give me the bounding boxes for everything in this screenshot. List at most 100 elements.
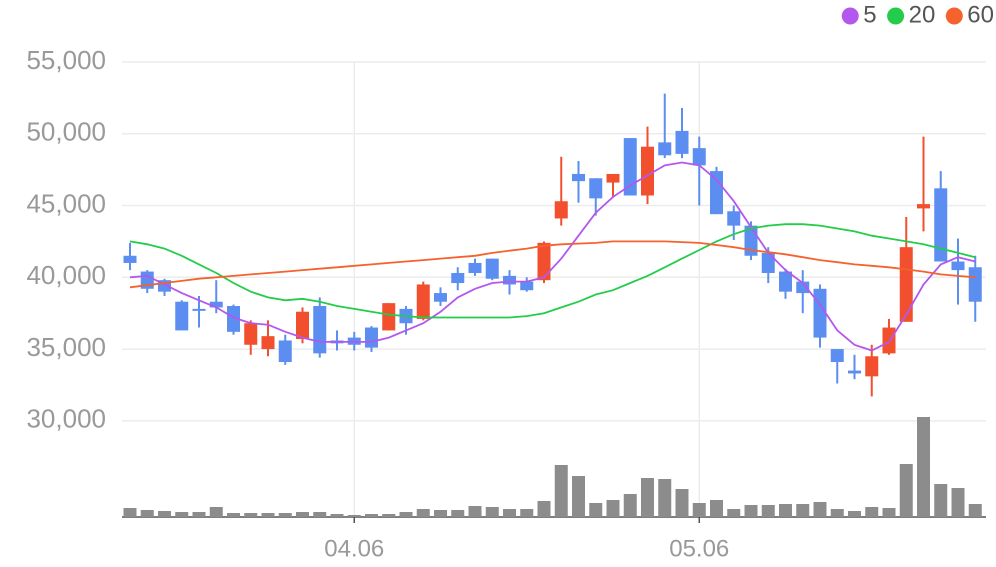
volume-bar bbox=[761, 505, 775, 517]
candle-body bbox=[796, 281, 810, 294]
candle-body bbox=[813, 288, 827, 338]
candle-body bbox=[641, 146, 654, 196]
volume-bar bbox=[865, 507, 879, 517]
volume-bar bbox=[572, 476, 585, 517]
candle-body bbox=[416, 284, 430, 319]
volume-bar bbox=[951, 488, 965, 517]
candle-body bbox=[503, 275, 516, 285]
volume-bar bbox=[744, 505, 758, 517]
volume-bar bbox=[140, 510, 154, 517]
candle-body bbox=[865, 356, 879, 377]
volume-bar bbox=[727, 509, 741, 517]
volume-bar bbox=[589, 503, 603, 517]
volume-bar bbox=[537, 501, 551, 517]
candle-body bbox=[158, 280, 171, 292]
legend-marker bbox=[887, 7, 905, 25]
y-tick-label: 35,000 bbox=[26, 332, 106, 362]
volume-bar bbox=[606, 500, 620, 517]
volume-bar bbox=[313, 512, 327, 517]
candle-body bbox=[192, 308, 206, 311]
volume-bar bbox=[278, 513, 292, 517]
volume-bar bbox=[468, 506, 482, 517]
candle-body bbox=[123, 255, 137, 263]
volume-bar bbox=[399, 512, 413, 517]
candle-body bbox=[485, 258, 499, 279]
volume-bar bbox=[347, 515, 361, 517]
candle-body bbox=[537, 242, 551, 281]
volume-bar bbox=[520, 509, 534, 517]
candle-body bbox=[244, 323, 258, 345]
volume-bar bbox=[692, 503, 706, 517]
candle-body bbox=[779, 271, 792, 292]
candle-body bbox=[451, 272, 465, 284]
candle-body bbox=[917, 204, 930, 209]
volume-bar bbox=[485, 507, 499, 517]
legend-label: 5 bbox=[863, 1, 876, 28]
volume-bar bbox=[416, 509, 430, 517]
volume-bar bbox=[813, 502, 827, 517]
candle-body bbox=[606, 173, 620, 183]
x-tick-label: 05.06 bbox=[669, 535, 729, 562]
candle-body bbox=[520, 281, 534, 291]
volume-bar bbox=[209, 507, 223, 517]
legend-label: 20 bbox=[909, 1, 936, 28]
candle-body bbox=[589, 178, 603, 199]
volume-bar bbox=[830, 509, 844, 517]
y-tick-label: 50,000 bbox=[26, 117, 106, 147]
candle-body bbox=[692, 148, 706, 166]
volume-bar bbox=[365, 514, 378, 517]
candle-body bbox=[278, 340, 292, 362]
candle-body bbox=[899, 247, 913, 322]
volume-bar bbox=[848, 511, 861, 517]
volume-bar bbox=[123, 508, 137, 517]
y-tick-label: 55,000 bbox=[26, 45, 106, 75]
candle-body bbox=[572, 173, 585, 182]
candle-body bbox=[227, 306, 240, 332]
volume-bar bbox=[434, 510, 447, 517]
candle-body bbox=[761, 252, 775, 273]
volume-bar bbox=[623, 494, 637, 517]
volume-bar bbox=[899, 464, 913, 517]
legend-marker bbox=[945, 7, 963, 25]
volume-bar bbox=[968, 504, 982, 517]
volume-bar bbox=[227, 513, 240, 517]
volume-bar bbox=[451, 510, 465, 517]
candle-body bbox=[365, 327, 378, 348]
candle-body bbox=[848, 370, 861, 374]
candle-body bbox=[710, 171, 723, 215]
candle-body bbox=[175, 301, 189, 331]
candle-body bbox=[658, 142, 672, 156]
volume-bar bbox=[796, 504, 810, 517]
volume-bar bbox=[192, 512, 206, 517]
candle-body bbox=[675, 130, 689, 154]
volume-bar bbox=[175, 512, 189, 517]
volume-bar bbox=[658, 479, 672, 517]
ma-line bbox=[129, 223, 976, 319]
legend-marker bbox=[841, 7, 859, 25]
legend: 5 20 60 bbox=[841, 1, 994, 28]
volume-bar bbox=[779, 504, 792, 517]
ma-line bbox=[129, 161, 976, 352]
volume-bar bbox=[934, 484, 948, 517]
x-tick-label: 04.06 bbox=[324, 535, 384, 562]
candle-body bbox=[313, 306, 327, 354]
candle-body bbox=[468, 262, 482, 273]
legend-label: 60 bbox=[967, 1, 994, 28]
volume-bar bbox=[917, 417, 930, 517]
candle-body bbox=[934, 188, 948, 262]
candle-body bbox=[261, 336, 275, 350]
candle-body bbox=[382, 303, 396, 331]
candle-body bbox=[434, 293, 447, 302]
candle-body bbox=[209, 301, 223, 308]
volume-bar bbox=[882, 508, 896, 517]
candle-body bbox=[296, 311, 309, 340]
y-tick-label: 40,000 bbox=[26, 260, 106, 290]
volume-bar bbox=[382, 514, 396, 517]
candle-body bbox=[623, 138, 637, 196]
candle-body bbox=[554, 201, 568, 219]
volume-bar bbox=[158, 511, 171, 517]
y-tick-label: 30,000 bbox=[26, 404, 106, 434]
volume-bar bbox=[641, 478, 654, 517]
